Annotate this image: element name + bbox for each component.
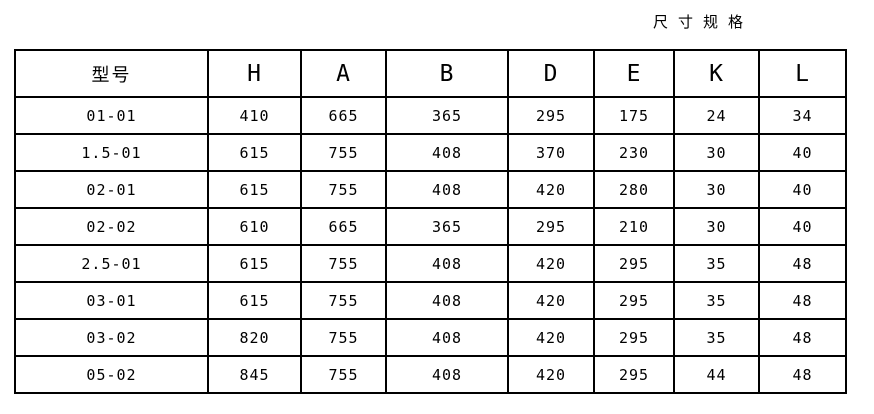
model-cell: 03-01 bbox=[14, 281, 209, 320]
value-cell: 420 bbox=[507, 244, 595, 283]
model-cell: 2.5-01 bbox=[14, 244, 209, 283]
value-cell: 755 bbox=[300, 355, 387, 394]
value-cell: 408 bbox=[385, 133, 509, 172]
value-cell: 295 bbox=[507, 207, 595, 246]
column-header-e: E bbox=[593, 49, 675, 98]
value-cell: 408 bbox=[385, 244, 509, 283]
table-body: 01-01 410 665 365 295 175 24 34 1.5-01 615 755 408 3… bbox=[14, 96, 847, 394]
value-cell: 210 bbox=[593, 207, 675, 246]
table-row: 02-02 610 665 365 295 210 30 40 bbox=[14, 207, 847, 246]
value-cell: 48 bbox=[758, 244, 847, 283]
column-header-model: 型号 bbox=[14, 49, 209, 98]
value-cell: 295 bbox=[507, 96, 595, 135]
value-cell: 30 bbox=[673, 170, 760, 209]
value-cell: 410 bbox=[207, 96, 302, 135]
table-row: 1.5-01 615 755 408 370 230 30 40 bbox=[14, 133, 847, 172]
value-cell: 40 bbox=[758, 170, 847, 209]
model-cell: 02-01 bbox=[14, 170, 209, 209]
value-cell: 175 bbox=[593, 96, 675, 135]
column-header-h: H bbox=[207, 49, 302, 98]
value-cell: 48 bbox=[758, 281, 847, 320]
value-cell: 420 bbox=[507, 318, 595, 357]
value-cell: 30 bbox=[673, 207, 760, 246]
value-cell: 755 bbox=[300, 318, 387, 357]
value-cell: 755 bbox=[300, 281, 387, 320]
value-cell: 370 bbox=[507, 133, 595, 172]
value-cell: 420 bbox=[507, 170, 595, 209]
column-header-k: K bbox=[673, 49, 760, 98]
value-cell: 408 bbox=[385, 318, 509, 357]
table-row: 05-02 845 755 408 420 295 44 48 bbox=[14, 355, 847, 394]
value-cell: 610 bbox=[207, 207, 302, 246]
table-row: 03-01 615 755 408 420 295 35 48 bbox=[14, 281, 847, 320]
value-cell: 295 bbox=[593, 281, 675, 320]
value-cell: 755 bbox=[300, 244, 387, 283]
value-cell: 615 bbox=[207, 133, 302, 172]
column-header-a: A bbox=[300, 49, 387, 98]
table-row: 03-02 820 755 408 420 295 35 48 bbox=[14, 318, 847, 357]
value-cell: 280 bbox=[593, 170, 675, 209]
model-cell: 05-02 bbox=[14, 355, 209, 394]
value-cell: 40 bbox=[758, 207, 847, 246]
column-header-l: L bbox=[758, 49, 847, 98]
table-row: 01-01 410 665 365 295 175 24 34 bbox=[14, 96, 847, 135]
value-cell: 35 bbox=[673, 318, 760, 357]
value-cell: 665 bbox=[300, 207, 387, 246]
value-cell: 820 bbox=[207, 318, 302, 357]
value-cell: 755 bbox=[300, 133, 387, 172]
value-cell: 34 bbox=[758, 96, 847, 135]
value-cell: 420 bbox=[507, 281, 595, 320]
value-cell: 35 bbox=[673, 244, 760, 283]
header-row: 型号 H A B D E K L bbox=[14, 49, 847, 98]
column-header-b: B bbox=[385, 49, 509, 98]
value-cell: 48 bbox=[758, 318, 847, 357]
value-cell: 295 bbox=[593, 318, 675, 357]
model-cell: 01-01 bbox=[14, 96, 209, 135]
value-cell: 408 bbox=[385, 281, 509, 320]
value-cell: 230 bbox=[593, 133, 675, 172]
value-cell: 48 bbox=[758, 355, 847, 394]
value-cell: 615 bbox=[207, 281, 302, 320]
value-cell: 24 bbox=[673, 96, 760, 135]
model-cell: 1.5-01 bbox=[14, 133, 209, 172]
spec-table-header: 型号 H A B D E K L bbox=[14, 49, 847, 98]
table-row: 02-01 615 755 408 420 280 30 40 bbox=[14, 170, 847, 209]
table-row: 2.5-01 615 755 408 420 295 35 48 bbox=[14, 244, 847, 283]
value-cell: 40 bbox=[758, 133, 847, 172]
value-cell: 845 bbox=[207, 355, 302, 394]
value-cell: 615 bbox=[207, 170, 302, 209]
column-header-d: D bbox=[507, 49, 595, 98]
value-cell: 408 bbox=[385, 355, 509, 394]
page-title: 尺寸规格 bbox=[653, 13, 754, 31]
value-cell: 365 bbox=[385, 96, 509, 135]
value-cell: 295 bbox=[593, 244, 675, 283]
value-cell: 30 bbox=[673, 133, 760, 172]
value-cell: 35 bbox=[673, 281, 760, 320]
value-cell: 420 bbox=[507, 355, 595, 394]
value-cell: 615 bbox=[207, 244, 302, 283]
value-cell: 755 bbox=[300, 170, 387, 209]
model-cell: 03-02 bbox=[14, 318, 209, 357]
model-cell: 02-02 bbox=[14, 207, 209, 246]
value-cell: 665 bbox=[300, 96, 387, 135]
value-cell: 44 bbox=[673, 355, 760, 394]
spec-table: 型号 H A B D E K L 01-01 410 665 365 295 175 24 3… bbox=[14, 49, 847, 394]
value-cell: 365 bbox=[385, 207, 509, 246]
value-cell: 408 bbox=[385, 170, 509, 209]
value-cell: 295 bbox=[593, 355, 675, 394]
